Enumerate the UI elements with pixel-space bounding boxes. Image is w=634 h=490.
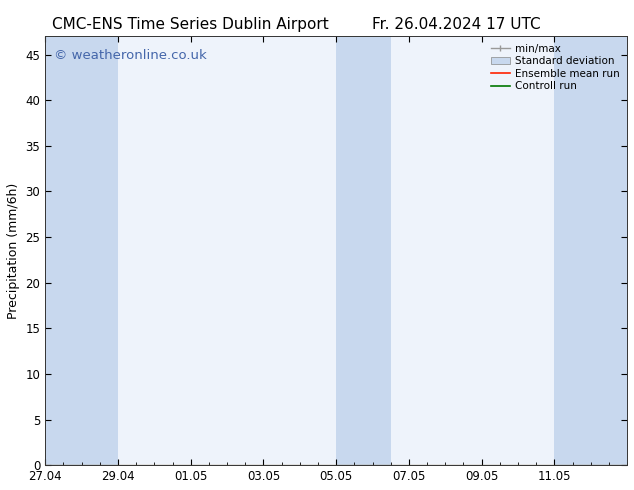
Bar [554,36,627,465]
Text: © weatheronline.co.uk: © weatheronline.co.uk [54,49,207,62]
Bar [45,36,118,465]
Bar [336,36,391,465]
Y-axis label: Precipitation (mm/6h): Precipitation (mm/6h) [7,183,20,319]
Text: CMC-ENS Time Series Dublin Airport: CMC-ENS Time Series Dublin Airport [52,17,328,32]
Legend: min/max, Standard deviation, Ensemble mean run, Controll run: min/max, Standard deviation, Ensemble me… [489,42,622,94]
Text: Fr. 26.04.2024 17 UTC: Fr. 26.04.2024 17 UTC [372,17,541,32]
